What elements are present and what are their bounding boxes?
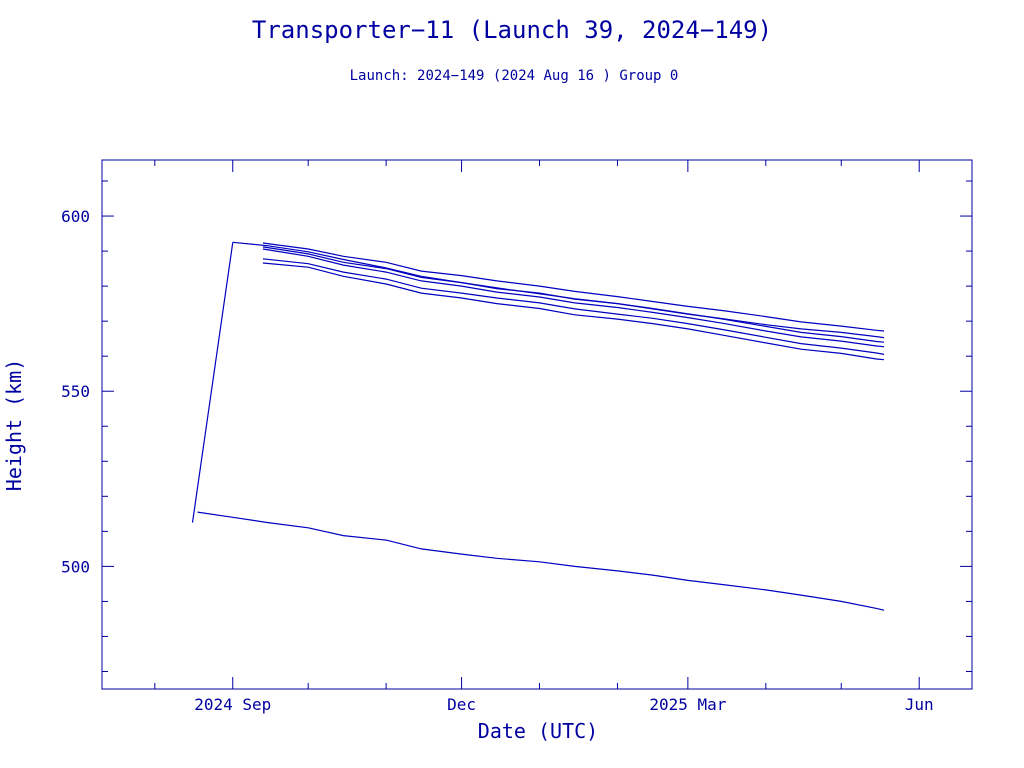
series-line-1	[197, 511, 885, 611]
series-line-6	[262, 248, 885, 348]
series-line-4	[262, 242, 885, 332]
series-line-2	[191, 242, 234, 523]
series-lines	[191, 241, 885, 611]
axis-tick-labels: 500 550 600 2024 Sep Dec 2025 Mar Jun	[61, 207, 934, 714]
x-tick-label: 2024 Sep	[194, 695, 271, 714]
y-tick-label: 550	[61, 382, 90, 401]
x-tick-label: Dec	[447, 695, 476, 714]
y-tick-label: 500	[61, 557, 90, 576]
x-tick-label: 2025 Mar	[649, 695, 726, 714]
y-axis-label: Height (km)	[2, 359, 26, 491]
series-line-3	[232, 241, 885, 339]
series-line-7	[262, 258, 885, 355]
chart-title: Transporter−11 (Launch 39, 2024−149)	[252, 16, 772, 44]
series-line-5	[262, 246, 885, 343]
x-axis-label: Date (UTC)	[478, 719, 598, 743]
series-line-8	[262, 262, 885, 361]
chart-subtitle: Launch: 2024−149 (2024 Aug 16 ) Group 0	[350, 68, 679, 84]
plot-frame	[101, 159, 973, 690]
x-tick-label: Jun	[905, 695, 934, 714]
axis-ticks	[102, 160, 972, 689]
y-tick-label: 600	[61, 207, 90, 226]
